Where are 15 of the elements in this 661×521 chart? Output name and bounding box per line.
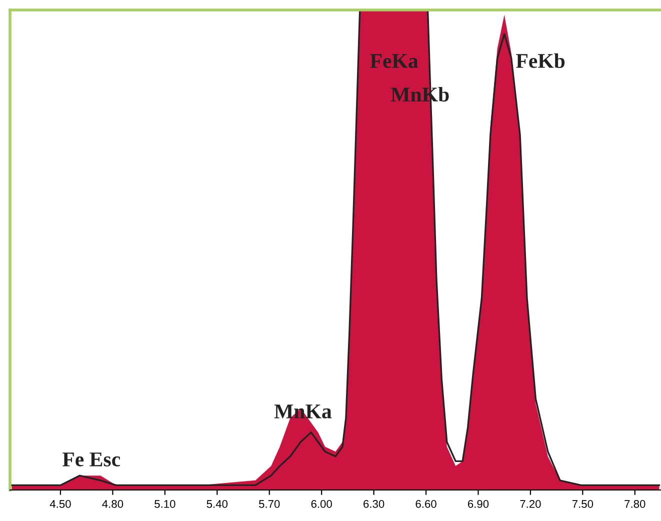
annotation: FeKb [516,53,565,68]
x-tick-label: 7.50 [572,500,594,508]
x-tick-label: 5.10 [154,500,176,508]
x-tick-label: 7.20 [520,500,541,508]
x-tick-label: 5.40 [206,500,228,508]
x-tick-label: 4.80 [102,500,124,508]
annotation: Fe Esc [62,452,120,466]
x-tick-label: 6.00 [311,500,332,508]
annotation: FeKa [370,54,418,68]
x-tick-label: 4.50 [50,500,71,508]
x-tick-label: 7.80 [624,500,646,508]
x-tick-label: 6.60 [416,500,436,508]
x-tick-label: 6.90 [468,500,489,508]
x-tick-label: 5.70 [258,500,280,508]
x-tick-label: 6.30 [364,500,384,508]
